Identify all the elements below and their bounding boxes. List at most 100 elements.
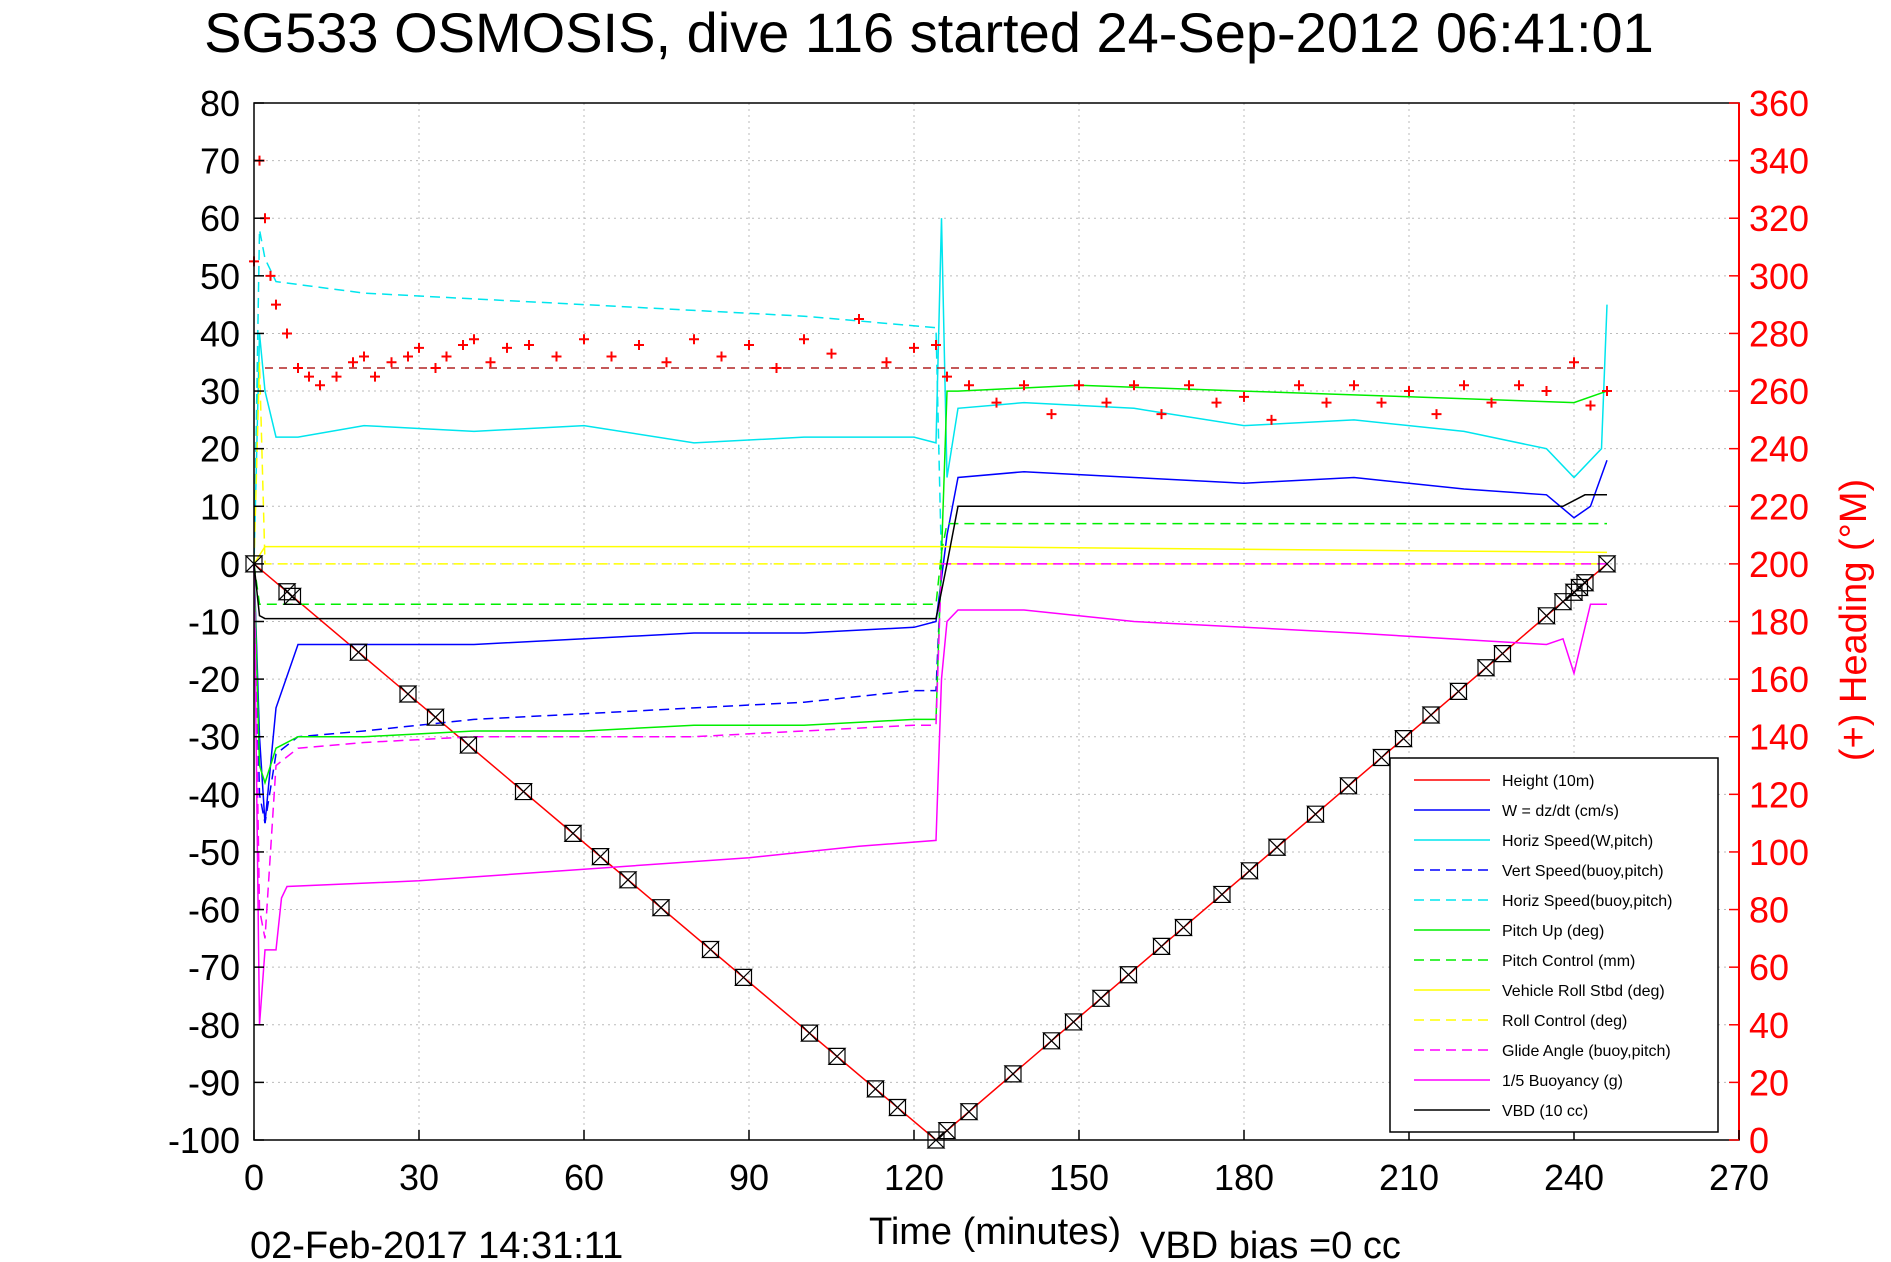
heading-point: [1321, 397, 1332, 408]
series-1-5-buoyancy-g: [253, 563, 1607, 1025]
height-marker: [1449, 682, 1468, 700]
height-marker: [1240, 862, 1259, 880]
height-marker: [1421, 706, 1441, 724]
y-right-tick-label-3: 300: [1749, 256, 1809, 297]
y-left-tick-label-12: -40: [188, 774, 240, 815]
series-vehicle-roll-stbd-deg: [253, 545, 1608, 565]
heading-point: [826, 348, 837, 359]
heading-point: [1046, 409, 1057, 420]
heading-point: [1514, 380, 1524, 391]
legend-label-1: W = dz/dt (cm/s): [1502, 803, 1619, 820]
height-marker: [1537, 607, 1556, 625]
heading-point: [689, 334, 699, 345]
y-right-tick-label-10: 160: [1749, 659, 1809, 700]
heading-point: [304, 371, 314, 382]
height-marker: [888, 1098, 907, 1117]
heading-point: [1239, 391, 1249, 402]
legend-label-8: Roll Control (deg): [1502, 1013, 1627, 1030]
height-marker: [701, 940, 720, 959]
heading-point: [315, 380, 325, 391]
heading-point: [1156, 409, 1167, 420]
heading-point: [1184, 380, 1194, 391]
height-marker: [618, 871, 638, 889]
heading-point: [1211, 397, 1222, 408]
heading-point: [1486, 397, 1497, 408]
x-tick-label-0: 0: [244, 1157, 264, 1198]
height-marker: [1339, 777, 1358, 795]
series-horiz-speed-w-pitch: [253, 218, 1608, 564]
height-marker: [959, 1103, 979, 1121]
y-left-tick-label-7: 10: [200, 486, 240, 527]
y-left-tick-label-2: 60: [200, 198, 240, 239]
legend-label-0: Height (10m): [1502, 773, 1594, 790]
chart-title: SG533 OSMOSIS, dive 116 started 24-Sep-2…: [204, 1, 1654, 64]
height-marker: [426, 708, 445, 726]
height-marker: [349, 643, 368, 661]
y-left-tick-label-18: -100: [168, 1120, 240, 1161]
heading-point: [386, 357, 397, 368]
heading-point: [716, 351, 727, 362]
legend: Height (10m) W = dz/dt (cm/s) Horiz Speed(…: [1389, 757, 1719, 1133]
series-roll-control-deg: [253, 362, 1607, 565]
y-right-tick-label-15: 60: [1749, 947, 1789, 988]
x-tick-label-4: 120: [884, 1157, 944, 1198]
heading-point: [1459, 380, 1469, 391]
height-marker: [1306, 805, 1325, 823]
x-tick-label-6: 180: [1214, 1157, 1274, 1198]
heading-point: [744, 339, 754, 350]
y-left-tick-labels: 80 70 60 50 40 30 20 10 0 -10 -20 -30 -40 -50 -60 -70 -8…: [168, 83, 264, 1161]
heading-point: [551, 351, 562, 362]
heading-point: [1541, 386, 1552, 397]
heading-point: [1585, 400, 1596, 411]
legend-label-11: VBD (10 cc): [1502, 1103, 1588, 1120]
heading-layer: [249, 155, 1612, 425]
series-vert-speed-buoy-pitch: [253, 563, 943, 824]
height-marker: [1003, 1065, 1023, 1083]
series-vbd-10-cc: [253, 494, 1607, 620]
legend-label-2: Horiz Speed(W,pitch): [1502, 833, 1653, 850]
heading-point: [359, 351, 369, 362]
marker-layer: [244, 555, 1617, 1149]
x-axis-label: Time (minutes): [869, 1211, 1121, 1253]
heading-point: [502, 342, 512, 353]
height-marker: [1476, 659, 1496, 677]
heading-point: [1404, 386, 1414, 397]
y-right-tick-label-9: 180: [1749, 602, 1809, 643]
heading-point: [799, 334, 809, 345]
height-marker: [1119, 966, 1138, 984]
y-left-tick-label-8: 0: [220, 544, 240, 585]
height-marker: [1212, 885, 1232, 904]
heading-point: [1019, 380, 1029, 391]
height-marker: [1174, 918, 1193, 937]
y-right-tick-label-4: 280: [1749, 313, 1809, 354]
y-left-tick-label-9: -10: [188, 602, 240, 643]
x-tick-label-5: 150: [1049, 1157, 1109, 1198]
y-right-tick-label-8: 200: [1749, 544, 1809, 585]
y-left-tick-label-0: 80: [200, 83, 240, 124]
y-right-axis-label: (+) Heading (°M): [1833, 479, 1875, 761]
heading-point: [634, 339, 644, 350]
heading-point: [348, 357, 358, 368]
height-marker: [563, 824, 583, 842]
height-marker: [459, 736, 478, 754]
heading-point: [265, 270, 276, 281]
height-marker: [1597, 555, 1617, 573]
y-left-tick-label-15: -70: [188, 947, 240, 988]
height-marker: [1042, 1032, 1061, 1050]
height-marker: [1267, 838, 1287, 856]
x-tick-label-3: 90: [729, 1157, 769, 1198]
height-marker: [1152, 937, 1171, 955]
heading-point: [469, 334, 479, 345]
y-left-tick-label-3: 50: [200, 256, 240, 297]
heading-point: [403, 351, 413, 362]
x-tick-label-8: 240: [1544, 1157, 1604, 1198]
heading-point: [606, 351, 617, 362]
y-right-tick-label-6: 240: [1749, 429, 1809, 470]
heading-point: [1376, 397, 1387, 408]
y-left-tick-label-11: -30: [188, 717, 240, 758]
heading-point: [414, 342, 424, 353]
legend-label-7: Vehicle Roll Stbd (deg): [1502, 983, 1665, 1000]
y-right-tick-labels: 3603403203002802602402202001801601401201…: [1729, 83, 1809, 1161]
footer-vbd-bias: VBD bias =0 cc: [1140, 1225, 1401, 1262]
